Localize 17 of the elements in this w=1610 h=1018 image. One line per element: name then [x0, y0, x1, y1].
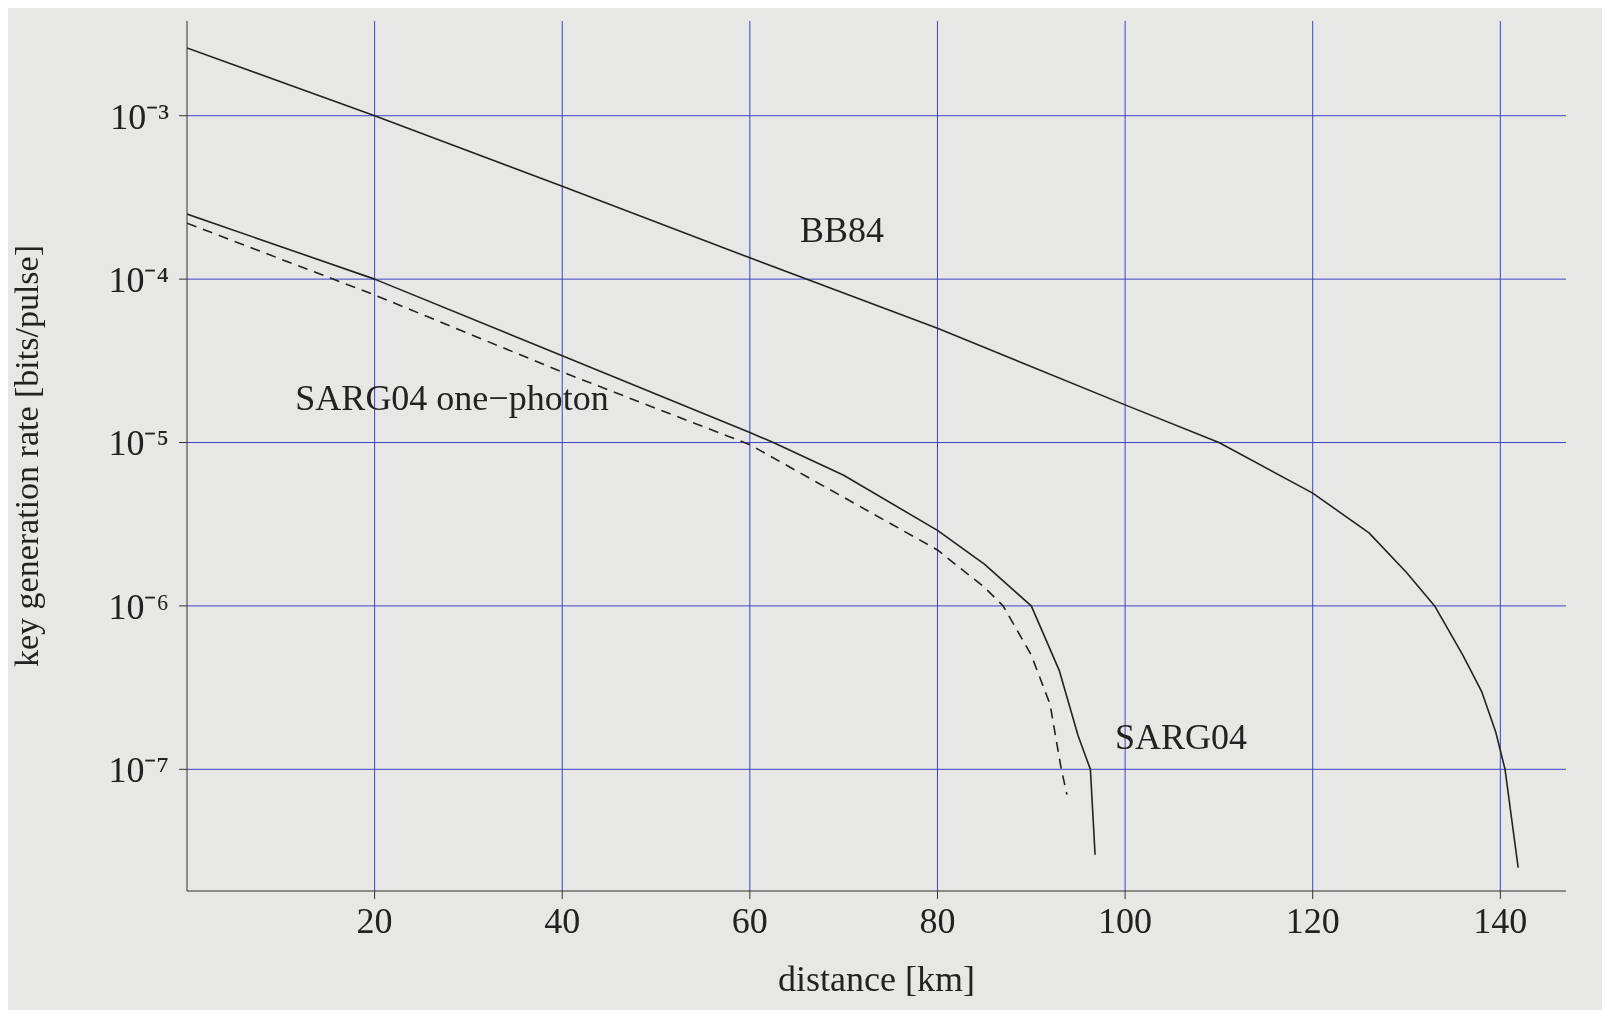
x-tick-label: 80 — [919, 900, 956, 941]
y-tick-label: 10⁻⁵ — [108, 423, 169, 464]
x-axis-title: distance [km] — [778, 959, 975, 999]
x-tick-label: 100 — [1098, 900, 1153, 941]
x-tick-label: 120 — [1285, 900, 1340, 941]
annotation: SARG04 — [1114, 717, 1248, 757]
x-tick-label: 20 — [356, 900, 393, 941]
x-tick-label: 40 — [544, 900, 581, 941]
line-series — [187, 47, 1519, 869]
y-tick-label: 10⁻³ — [110, 96, 170, 137]
y-tick-label: 10⁻⁴ — [108, 259, 169, 300]
y-axis-title: key generation rate [bits/pulse] — [8, 244, 46, 668]
annotation: BB84 — [799, 210, 885, 250]
y-tick-label: 10⁻⁶ — [108, 586, 169, 627]
x-tick-label: 60 — [731, 900, 768, 941]
x-tick-label: 140 — [1473, 900, 1528, 941]
y-tick-label: 10⁻⁷ — [108, 750, 169, 791]
